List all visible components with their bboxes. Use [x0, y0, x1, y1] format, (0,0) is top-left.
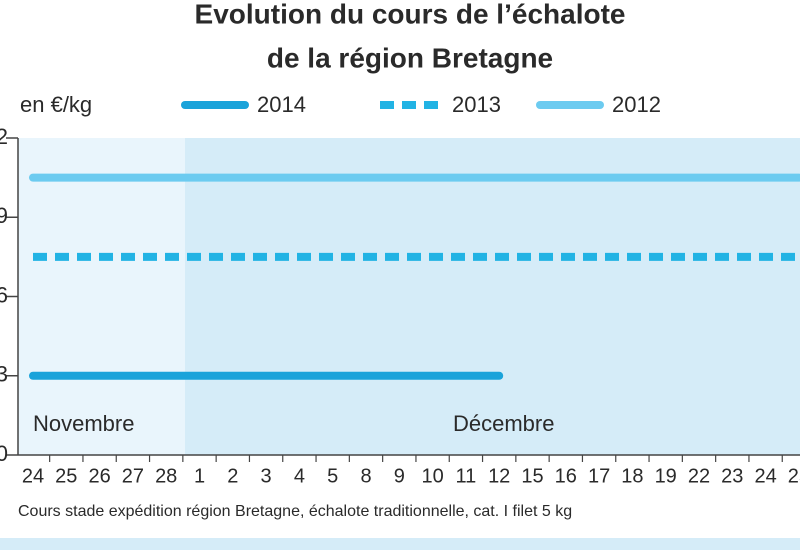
y-axis-label: en €/kg	[20, 92, 92, 117]
x-tick-label: 22	[688, 465, 710, 487]
y-tick-label: 9	[0, 203, 8, 228]
source-note: Cours stade expédition région Bretagne, …	[18, 503, 572, 520]
x-tick-label: 18	[621, 465, 643, 487]
x-tick-label: 10	[421, 465, 443, 487]
x-tick-label: 3	[261, 465, 272, 487]
plot-bg-december	[185, 138, 800, 455]
x-tick-label: 9	[394, 465, 405, 487]
x-tick-label: 19	[655, 465, 677, 487]
x-tick-label: 23	[721, 465, 743, 487]
chart-title: de la région Bretagne	[267, 42, 553, 73]
x-tick-label: 15	[521, 465, 543, 487]
x-tick-label: 1	[194, 465, 205, 487]
y-tick-label: 12	[0, 124, 8, 149]
x-tick-label: 17	[588, 465, 610, 487]
x-tick-label: 26	[88, 465, 110, 487]
x-tick-label: 25	[788, 465, 800, 487]
legend-label: 2013	[452, 92, 501, 117]
plot-bg-november	[18, 138, 185, 455]
x-tick-label: 4	[294, 465, 305, 487]
chart-title: Evolution du cours de l’échalote	[195, 0, 626, 29]
footer-band	[0, 538, 800, 550]
x-tick-label: 2	[227, 465, 238, 487]
month-label: Décembre	[453, 411, 554, 436]
x-tick-label: 24	[22, 465, 44, 487]
y-tick-label: 3	[0, 362, 8, 387]
x-tick-label: 27	[122, 465, 144, 487]
legend-label: 2012	[612, 92, 661, 117]
x-tick-label: 8	[360, 465, 371, 487]
legend-label: 2014	[257, 92, 306, 117]
y-tick-label: 6	[0, 282, 8, 307]
x-tick-label: 12	[488, 465, 510, 487]
month-label: Novembre	[33, 411, 134, 436]
x-tick-label: 11	[456, 465, 477, 487]
x-tick-label: 28	[155, 465, 177, 487]
x-tick-label: 24	[754, 465, 776, 487]
y-tick-label: 0	[0, 441, 8, 466]
x-tick-label: 25	[55, 465, 77, 487]
x-tick-label: 5	[327, 465, 338, 487]
x-tick-label: 16	[555, 465, 577, 487]
